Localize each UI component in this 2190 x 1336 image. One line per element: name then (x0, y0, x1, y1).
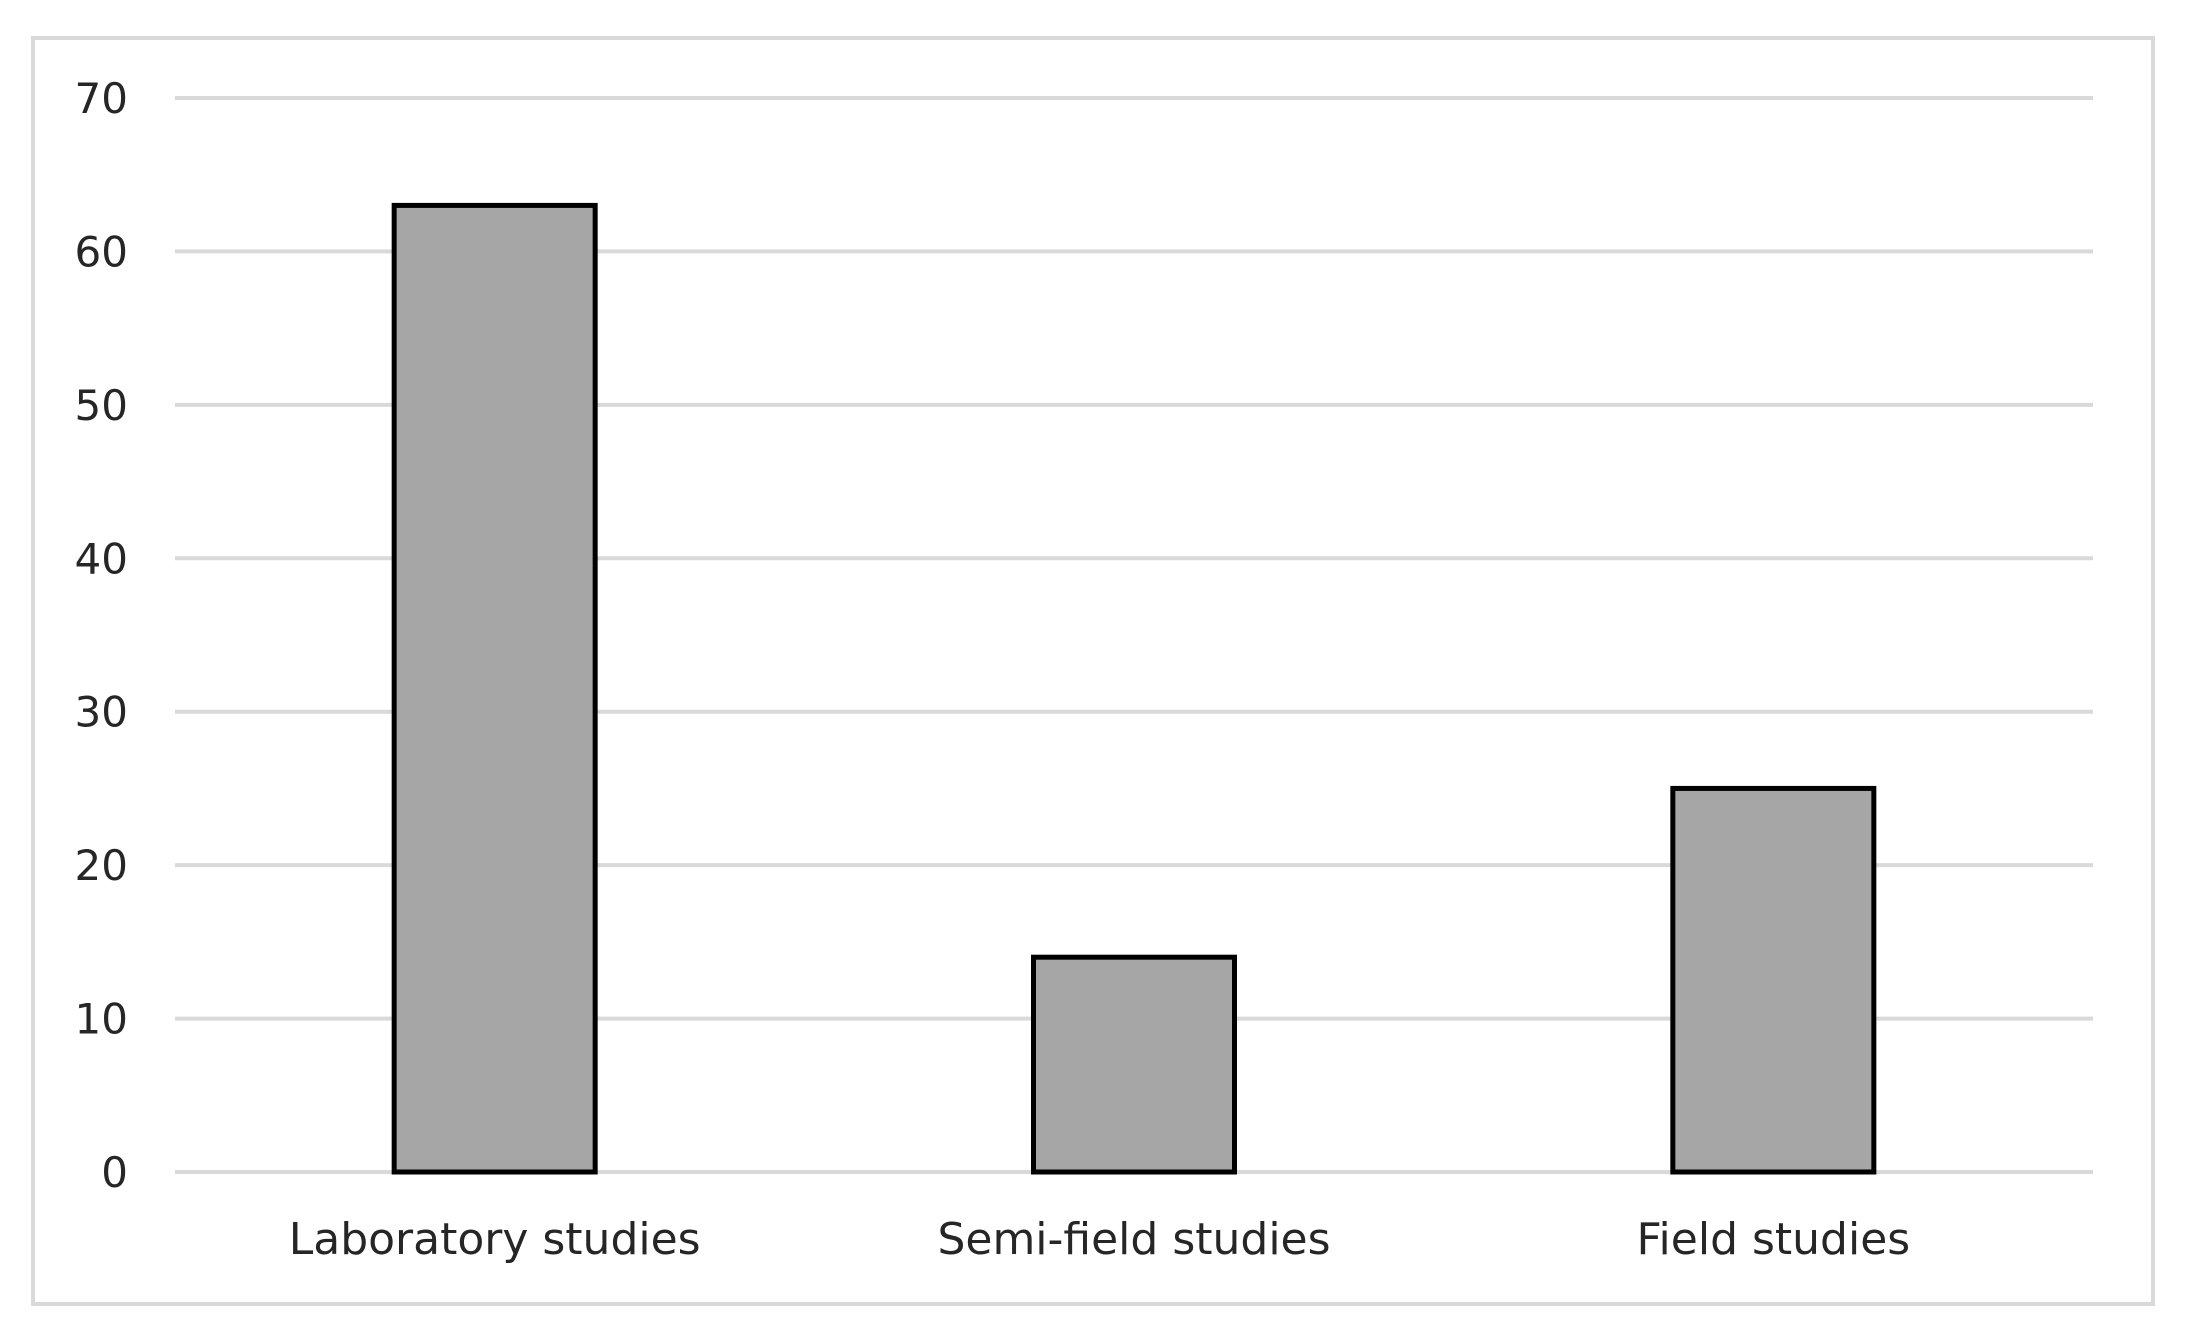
bars (391, 202, 1877, 1175)
x-axis-category-labels: Laboratory studies Semi-field studies Fiel… (289, 1214, 1910, 1265)
y-tick-label: 60 (75, 227, 128, 276)
bar-laboratory-studies (391, 202, 598, 1175)
bar-semi-field-studies (1031, 954, 1237, 1175)
bar-field-studies (1670, 785, 1877, 1175)
x-category-label: Field studies (1636, 1214, 1910, 1265)
y-tick-label: 30 (75, 688, 128, 737)
y-tick-label: 10 (75, 995, 128, 1044)
x-category-label: Semi-field studies (937, 1214, 1330, 1265)
y-tick-label: 0 (101, 1148, 128, 1197)
y-tick-label: 20 (75, 841, 128, 890)
y-tick-label: 40 (75, 534, 128, 583)
y-tick-label: 70 (75, 74, 128, 123)
y-tick-label: 50 (75, 381, 128, 430)
x-category-label: Laboratory studies (289, 1214, 701, 1265)
y-axis-tick-labels: 0 10 20 30 40 50 60 70 (75, 74, 128, 1197)
